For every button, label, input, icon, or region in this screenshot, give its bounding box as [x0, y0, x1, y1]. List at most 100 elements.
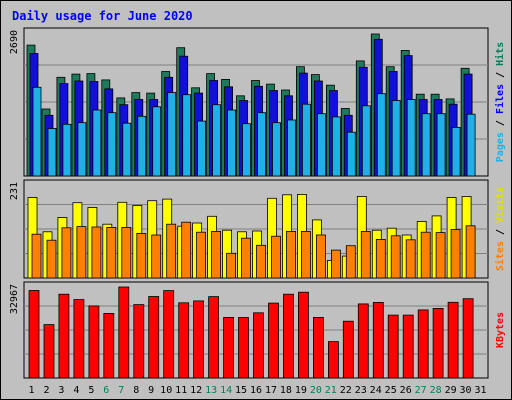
bar-pages-day-26 — [406, 99, 416, 177]
bar-kbytes-day-12 — [193, 300, 205, 379]
x-tick-label-day-12: 12 — [190, 385, 202, 396]
bar-sites-day-16 — [256, 244, 266, 279]
x-tick-label-day-28: 28 — [430, 385, 442, 396]
x-tick-label-day-5: 5 — [88, 385, 94, 396]
x-tick-label-day-19: 19 — [295, 385, 307, 396]
x-tick-label-day-6: 6 — [103, 385, 109, 396]
x-tick-label-day-30: 30 — [459, 385, 471, 396]
bar-pages-day-5 — [92, 109, 102, 177]
bar-sites-day-21 — [330, 249, 341, 279]
bar-kbytes-day-30 — [462, 298, 474, 379]
bar-pages-day-14 — [227, 109, 237, 177]
bar-sites-day-27 — [420, 231, 431, 279]
bar-pages-day-2 — [47, 128, 57, 177]
bar-kbytes-day-3 — [58, 293, 70, 379]
x-tick-label-day-17: 17 — [265, 385, 277, 396]
bar-pages-day-8 — [137, 115, 147, 177]
chart-title: Daily usage for June 2020 — [12, 9, 193, 23]
bar-kbytes-day-8 — [133, 304, 145, 379]
bar-sites-day-5 — [91, 226, 102, 279]
bar-pages-day-18 — [287, 119, 296, 177]
x-tick-label-day-7: 7 — [118, 385, 124, 396]
x-tick-label-day-26: 26 — [400, 385, 412, 396]
x-tick-label-day-14: 14 — [220, 385, 232, 396]
x-tick-label-day-8: 8 — [133, 385, 139, 396]
bar-pages-day-9 — [152, 106, 162, 177]
x-tick-label-day-20: 20 — [310, 385, 322, 396]
bar-pages-day-10 — [167, 92, 177, 177]
bar-sites-day-18 — [286, 230, 296, 279]
bar-sites-day-2 — [46, 239, 57, 279]
x-tick-label-day-2: 2 — [43, 385, 49, 396]
x-tick-label-day-22: 22 — [340, 385, 352, 396]
bar-pages-day-13 — [212, 104, 222, 177]
bar-pages-day-1 — [32, 86, 42, 177]
axis-label-sites: Sites — [494, 241, 506, 271]
bar-kbytes-day-21 — [327, 341, 339, 379]
bar-sites-day-24 — [375, 238, 386, 279]
x-tick-label-day-1: 1 — [28, 385, 34, 396]
bar-sites-day-20 — [315, 234, 326, 279]
x-tick-label-day-16: 16 — [250, 385, 262, 396]
bar-pages-day-29 — [451, 127, 461, 177]
bar-sites-day-1 — [31, 233, 42, 279]
panel-visits-axis-label: Sites / Visits — [494, 187, 506, 271]
bar-kbytes-day-9 — [148, 296, 160, 379]
bar-kbytes-day-13 — [208, 296, 220, 379]
bar-sites-day-3 — [61, 227, 72, 279]
panel-hits-max-label: 2690 — [9, 30, 20, 54]
bar-kbytes-day-7 — [118, 286, 130, 379]
bar-kbytes-day-26 — [402, 314, 414, 379]
bar-sites-day-13 — [211, 230, 222, 279]
x-tick-label-day-3: 3 — [58, 385, 64, 396]
bar-sites-day-11 — [181, 221, 192, 279]
bar-kbytes-day-27 — [417, 309, 429, 379]
bar-pages-day-24 — [376, 93, 386, 177]
bar-sites-day-14 — [226, 252, 237, 279]
bar-kbytes-day-10 — [163, 290, 175, 379]
bar-pages-day-21 — [331, 116, 341, 177]
bar-kbytes-day-2 — [43, 324, 55, 379]
bar-sites-day-9 — [151, 234, 162, 279]
bar-sites-day-19 — [300, 230, 311, 279]
bar-kbytes-day-6 — [103, 312, 115, 379]
bar-pages-day-17 — [272, 122, 281, 177]
bar-sites-day-29 — [450, 228, 461, 279]
axis-label-pages: Pages — [495, 132, 506, 162]
bar-kbytes-day-23 — [357, 303, 369, 379]
x-tick-label-day-27: 27 — [415, 385, 427, 396]
axis-label-files: Files — [494, 84, 506, 114]
bar-pages-day-23 — [361, 105, 371, 177]
bar-sites-day-28 — [435, 232, 446, 279]
bar-pages-day-11 — [182, 94, 192, 177]
axis-label-kbytes: KBytes — [495, 312, 506, 348]
bar-sites-day-6 — [106, 226, 117, 279]
bar-kbytes-day-18 — [283, 293, 294, 379]
panel-kbytes-axis-label: KBytes — [495, 312, 506, 348]
x-tick-label-day-18: 18 — [280, 385, 292, 396]
bar-kbytes-day-29 — [447, 301, 459, 379]
bar-pages-day-16 — [257, 112, 266, 177]
axis-label-visits: Visits — [494, 187, 506, 223]
x-tick-label-day-11: 11 — [175, 385, 187, 396]
bar-pages-day-25 — [391, 100, 401, 177]
x-tick-label-day-15: 15 — [235, 385, 247, 396]
panel-hits-axis-label: Pages / Files / Hits — [494, 42, 506, 162]
bar-kbytes-day-24 — [372, 301, 384, 379]
bar-pages-day-3 — [62, 123, 72, 177]
bar-pages-day-7 — [122, 122, 132, 177]
x-tick-label-day-24: 24 — [370, 385, 382, 396]
bar-kbytes-day-16 — [253, 312, 264, 379]
x-tick-label-day-9: 9 — [148, 385, 154, 396]
bar-kbytes-day-22 — [342, 320, 354, 379]
bar-kbytes-day-15 — [238, 317, 249, 379]
x-tick-label-day-4: 4 — [73, 385, 79, 396]
panel-visits-max-label: 231 — [9, 182, 20, 200]
bar-pages-day-15 — [242, 123, 251, 177]
panel-kbytes-max-label: 32967 — [9, 284, 20, 314]
x-tick-label-day-13: 13 — [205, 385, 217, 396]
bar-sites-day-22 — [345, 245, 356, 279]
bar-kbytes-day-19 — [297, 291, 309, 379]
bar-pages-day-30 — [466, 113, 476, 177]
